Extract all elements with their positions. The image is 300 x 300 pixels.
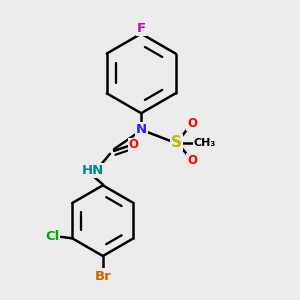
Text: F: F xyxy=(136,22,146,35)
Text: O: O xyxy=(187,117,197,130)
Text: N: N xyxy=(136,123,147,136)
Text: HN: HN xyxy=(82,164,104,177)
Text: S: S xyxy=(171,135,182,150)
Text: CH₃: CH₃ xyxy=(194,138,216,148)
Text: Br: Br xyxy=(94,269,111,283)
Text: O: O xyxy=(129,139,139,152)
Text: Cl: Cl xyxy=(45,230,59,243)
Text: O: O xyxy=(187,154,197,167)
